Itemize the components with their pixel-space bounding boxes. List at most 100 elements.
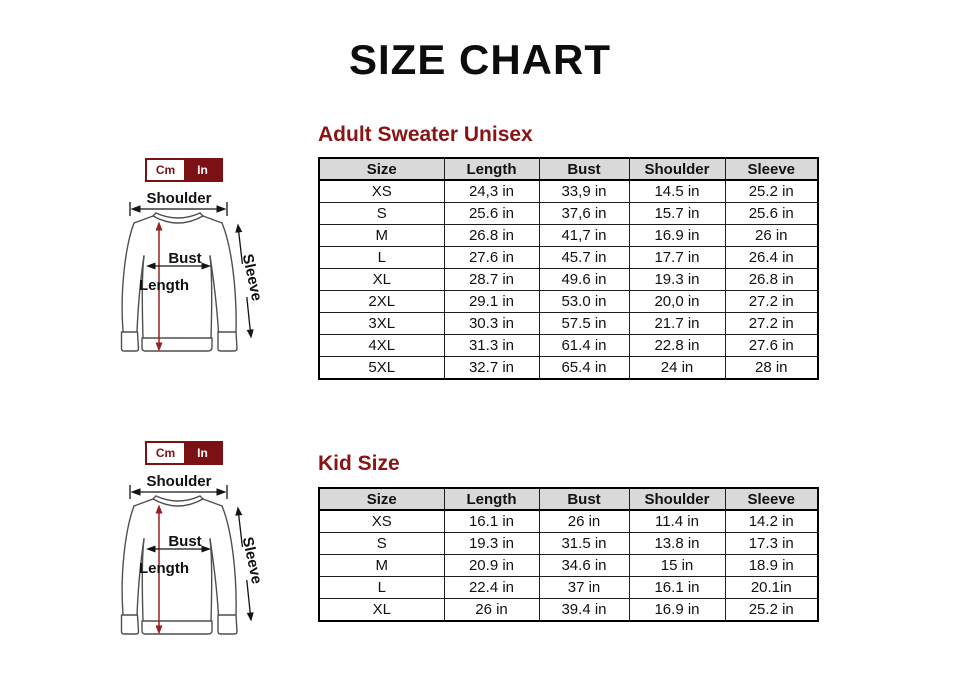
table-cell: 34.6 in bbox=[538, 554, 630, 577]
table-row: L 22.4 in 37 in 16.1 in 20.1in bbox=[318, 576, 819, 599]
column-header: Bust bbox=[538, 487, 630, 511]
table-row: XS 16.1 in 26 in 11.4 in 14.2 in bbox=[318, 509, 819, 533]
page-title: SIZE CHART bbox=[349, 36, 611, 83]
adult-section-heading: Adult Sweater Unisex bbox=[318, 123, 533, 146]
table-cell: 41,7 in bbox=[538, 224, 630, 247]
table-row: 4XL 31.3 in 61.4 in 22.8 in 27.6 in bbox=[318, 334, 819, 357]
table-cell: XS bbox=[318, 179, 445, 203]
table-cell: 30.3 in bbox=[443, 312, 540, 335]
table-row: 2XL 29.1 in 53.0 in 20,0 in 27.2 in bbox=[318, 290, 819, 313]
table-cell: 17.3 in bbox=[724, 532, 819, 555]
table-cell: 16.1 in bbox=[443, 509, 540, 533]
table-row: 5XL 32.7 in 65.4 in 24 in 28 in bbox=[318, 356, 819, 380]
table-cell: M bbox=[318, 224, 445, 247]
table-cell: 27.2 in bbox=[724, 290, 819, 313]
table-row: XL 26 in 39.4 in 16.9 in 25.2 in bbox=[318, 598, 819, 622]
length-label: Length bbox=[139, 277, 189, 294]
table-cell: 29.1 in bbox=[443, 290, 540, 313]
table-cell: 24 in bbox=[628, 356, 726, 380]
table-cell: 31.5 in bbox=[538, 532, 630, 555]
column-header: Shoulder bbox=[628, 157, 726, 181]
table-cell: 20.9 in bbox=[443, 554, 540, 577]
column-header: Size bbox=[318, 487, 445, 511]
bust-label: Bust bbox=[168, 533, 202, 550]
table-cell: 37,6 in bbox=[538, 202, 630, 225]
table-cell: 16.9 in bbox=[628, 224, 726, 247]
table-cell: 2XL bbox=[318, 290, 445, 313]
table-cell: 65.4 in bbox=[538, 356, 630, 380]
column-header: Length bbox=[443, 487, 540, 511]
table-cell: 45.7 in bbox=[538, 246, 630, 269]
table-cell: 39.4 in bbox=[538, 598, 630, 622]
table-cell: 26 in bbox=[443, 598, 540, 622]
table-cell: 27.2 in bbox=[724, 312, 819, 335]
table-row: XS 24,3 in 33,9 in 14.5 in 25.2 in bbox=[318, 179, 819, 203]
table-cell: 17.7 in bbox=[628, 246, 726, 269]
shoulder-label: Shoulder bbox=[146, 473, 212, 490]
table-cell: 24,3 in bbox=[443, 179, 540, 203]
table-cell: XS bbox=[318, 509, 445, 533]
table-row: S 19.3 in 31.5 in 13.8 in 17.3 in bbox=[318, 532, 819, 555]
column-header: Length bbox=[443, 157, 540, 181]
cm-button[interactable]: Cm bbox=[147, 443, 184, 463]
table-row: S 25.6 in 37,6 in 15.7 in 25.6 in bbox=[318, 202, 819, 225]
table-cell: 28 in bbox=[724, 356, 819, 380]
table-row: L 27.6 in 45.7 in 17.7 in 26.4 in bbox=[318, 246, 819, 269]
table-cell: 16.9 in bbox=[628, 598, 726, 622]
table-cell: 19.3 in bbox=[628, 268, 726, 291]
table-cell: 27.6 in bbox=[443, 246, 540, 269]
table-cell: 26 in bbox=[538, 509, 630, 533]
table-cell: 57.5 in bbox=[538, 312, 630, 335]
column-header: Bust bbox=[538, 157, 630, 181]
in-button[interactable]: In bbox=[184, 443, 221, 463]
bust-label: Bust bbox=[168, 250, 202, 267]
cm-button[interactable]: Cm bbox=[147, 160, 184, 180]
unit-toggle: Cm In bbox=[145, 441, 223, 465]
table-cell: 13.8 in bbox=[628, 532, 726, 555]
table-cell: XL bbox=[318, 598, 445, 622]
kid-section-heading: Kid Size bbox=[318, 452, 400, 475]
table-cell: XL bbox=[318, 268, 445, 291]
column-header: Sleeve bbox=[724, 487, 819, 511]
table-row: XL 28.7 in 49.6 in 19.3 in 26.8 in bbox=[318, 268, 819, 291]
table-cell: 11.4 in bbox=[628, 509, 726, 533]
table-cell: 53.0 in bbox=[538, 290, 630, 313]
table-cell: L bbox=[318, 246, 445, 269]
table-cell: M bbox=[318, 554, 445, 577]
table-row: M 26.8 in 41,7 in 16.9 in 26 in bbox=[318, 224, 819, 247]
table-cell: S bbox=[318, 202, 445, 225]
table-cell: 33,9 in bbox=[538, 179, 630, 203]
adult-size-diagram: Cm In bbox=[112, 152, 282, 397]
column-header: Sleeve bbox=[724, 157, 819, 181]
table-cell: 19.3 in bbox=[443, 532, 540, 555]
table-cell: 25.6 in bbox=[443, 202, 540, 225]
kid-size-diagram: Cm In Shoulder Bust Length Sleeve bbox=[112, 435, 282, 680]
table-header-row: Size Length Bust Shoulder Sleeve bbox=[318, 157, 819, 181]
table-cell: 3XL bbox=[318, 312, 445, 335]
table-cell: 49.6 in bbox=[538, 268, 630, 291]
table-cell: 21.7 in bbox=[628, 312, 726, 335]
table-cell: 18.9 in bbox=[724, 554, 819, 577]
table-header-row: Size Length Bust Shoulder Sleeve bbox=[318, 487, 819, 511]
table-cell: 26.8 in bbox=[724, 268, 819, 291]
table-cell: S bbox=[318, 532, 445, 555]
length-label: Length bbox=[139, 560, 189, 577]
in-button[interactable]: In bbox=[184, 160, 221, 180]
unit-toggle: Cm In bbox=[145, 158, 223, 182]
table-cell: 22.8 in bbox=[628, 334, 726, 357]
table-cell: 28.7 in bbox=[443, 268, 540, 291]
table-cell: 26.8 in bbox=[443, 224, 540, 247]
kid-size-table: Size Length Bust Shoulder Sleeve XS 16.1 … bbox=[318, 487, 819, 622]
adult-size-table: Size Length Bust Shoulder Sleeve XS 24,3 … bbox=[318, 157, 819, 380]
sweater-diagram bbox=[120, 202, 254, 352]
table-cell: 14.2 in bbox=[724, 509, 819, 533]
table-cell: 27.6 in bbox=[724, 334, 819, 357]
table-cell: 37 in bbox=[538, 576, 630, 599]
table-cell: 15.7 in bbox=[628, 202, 726, 225]
table-row: M 20.9 in 34.6 in 15 in 18.9 in bbox=[318, 554, 819, 577]
column-header: Shoulder bbox=[628, 487, 726, 511]
table-cell: 14.5 in bbox=[628, 179, 726, 203]
shoulder-label: Shoulder bbox=[146, 190, 212, 207]
table-cell: 26.4 in bbox=[724, 246, 819, 269]
table-cell: L bbox=[318, 576, 445, 599]
